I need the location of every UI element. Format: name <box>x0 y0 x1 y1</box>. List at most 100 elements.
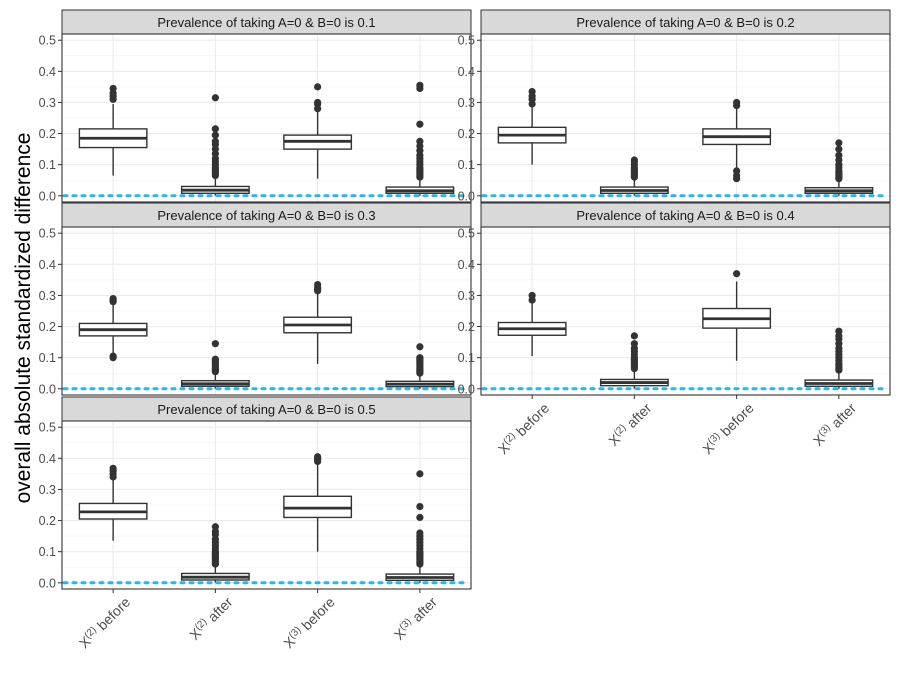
outlier-point <box>314 280 322 289</box>
outlier-point <box>733 167 741 175</box>
outlier-point <box>109 294 117 303</box>
y-tick-label: 0.3 <box>39 289 56 303</box>
facet-panel: Prevalence of taking A=0 & B=0 is 0.2 0.0… <box>458 9 891 203</box>
boxplot-box <box>702 270 772 361</box>
outlier-point <box>211 137 219 145</box>
outlier-point <box>835 145 843 153</box>
facet-title: Prevalence of taking A=0 & B=0 is 0.4 <box>576 208 794 223</box>
boxplot-box <box>497 87 567 165</box>
outlier-point <box>835 151 843 159</box>
y-tick-label: 0.4 <box>458 258 475 272</box>
outlier-point <box>109 464 117 472</box>
y-tick-label: 0.0 <box>458 382 475 396</box>
outlier-point <box>835 327 843 335</box>
boxplot-box <box>385 470 455 583</box>
y-tick-label: 0.2 <box>458 127 475 141</box>
outlier-point <box>211 340 219 348</box>
y-axis-label: overall absolute standardized difference <box>12 133 35 504</box>
y-tick-label: 0.2 <box>39 514 56 528</box>
facet-strip <box>480 9 891 35</box>
y-tick-label: 0.1 <box>39 545 56 559</box>
y-tick-label: 0.0 <box>458 189 475 203</box>
outlier-point <box>211 125 219 133</box>
outlier-point <box>835 139 843 147</box>
outlier-point <box>211 94 219 102</box>
y-tick-label: 0.4 <box>39 258 56 272</box>
y-tick-label: 0.2 <box>39 127 56 141</box>
y-tick-label: 0.0 <box>39 576 56 590</box>
outlier-point <box>528 291 536 300</box>
outlier-point <box>416 137 424 145</box>
y-tick-label: 0.5 <box>39 227 56 241</box>
facet-strip <box>61 396 472 422</box>
facet-panels: Prevalence of taking A=0 & B=0 is 0.1 0.0… <box>39 9 891 652</box>
boxplot-box <box>702 98 772 183</box>
outlier-point <box>416 81 424 89</box>
x-tick-label: X(2) before <box>495 400 553 458</box>
boxplot-box <box>599 156 669 196</box>
boxplot-box <box>599 332 669 389</box>
y-tick-label: 0.2 <box>39 320 56 334</box>
boxplot-box <box>385 81 455 196</box>
panel-border <box>61 226 472 396</box>
y-tick-label: 0.1 <box>458 351 475 365</box>
y-tick-label: 0.5 <box>39 34 56 48</box>
boxplot-box <box>180 340 250 389</box>
x-tick-label: X(2) after <box>605 400 654 449</box>
y-tick-label: 0.5 <box>458 227 475 241</box>
outlier-point <box>416 120 424 128</box>
panel-border <box>61 420 472 590</box>
outlier-point <box>630 156 638 164</box>
boxplot-box <box>497 291 567 357</box>
y-tick-label: 0.3 <box>458 96 475 110</box>
outlier-point <box>109 352 117 360</box>
boxplot-box <box>78 294 148 362</box>
facet-panel: Prevalence of taking A=0 & B=0 is 0.5 0.0… <box>39 396 472 652</box>
facet-strip <box>61 202 472 228</box>
outlier-point <box>416 529 424 537</box>
x-tick-label: X(2) before <box>76 594 134 652</box>
panel-border <box>61 33 472 203</box>
outlier-point <box>416 502 424 511</box>
y-tick-label: 0.1 <box>39 351 56 365</box>
outlier-point <box>416 513 424 522</box>
outlier-point <box>416 470 424 478</box>
boxplot-box <box>804 327 874 389</box>
outlier-point <box>211 355 219 363</box>
facet-strip <box>61 9 472 35</box>
facet-title: Prevalence of taking A=0 & B=0 is 0.3 <box>157 208 375 223</box>
panel-border <box>480 33 891 203</box>
y-tick-label: 0.3 <box>39 483 56 497</box>
x-tick-label: X(3) after <box>391 594 440 643</box>
outlier-point <box>733 98 741 107</box>
y-tick-label: 0.5 <box>39 421 56 435</box>
boxplot-box <box>180 94 250 196</box>
boxplot-box <box>385 343 455 389</box>
facet-panel: Prevalence of taking A=0 & B=0 is 0.1 0.0… <box>39 9 472 203</box>
outlier-point <box>211 523 219 531</box>
boxplot-box <box>180 523 250 583</box>
boxplot-box <box>283 280 353 364</box>
outlier-point <box>314 83 322 91</box>
outlier-point <box>416 354 424 362</box>
y-tick-label: 0.0 <box>39 189 56 203</box>
outlier-point <box>733 270 741 278</box>
panel-border <box>480 226 891 396</box>
outlier-point <box>630 332 638 340</box>
y-tick-label: 0.4 <box>458 65 475 79</box>
y-tick-label: 0.3 <box>458 289 475 303</box>
outlier-point <box>314 98 322 107</box>
y-tick-label: 0.3 <box>39 96 56 110</box>
x-tick-label: X(2) after <box>186 594 235 643</box>
outlier-point <box>630 340 638 348</box>
facet-title: Prevalence of taking A=0 & B=0 is 0.2 <box>576 15 794 30</box>
outlier-point <box>416 343 424 351</box>
y-tick-label: 0.1 <box>458 158 475 172</box>
boxplot-box <box>78 464 148 541</box>
boxplot-box <box>804 139 874 196</box>
x-tick-label: X(3) before <box>699 400 757 458</box>
boxplot-box <box>283 453 353 552</box>
y-tick-label: 0.5 <box>458 34 475 48</box>
y-tick-label: 0.2 <box>458 320 475 334</box>
outlier-point <box>211 131 219 139</box>
